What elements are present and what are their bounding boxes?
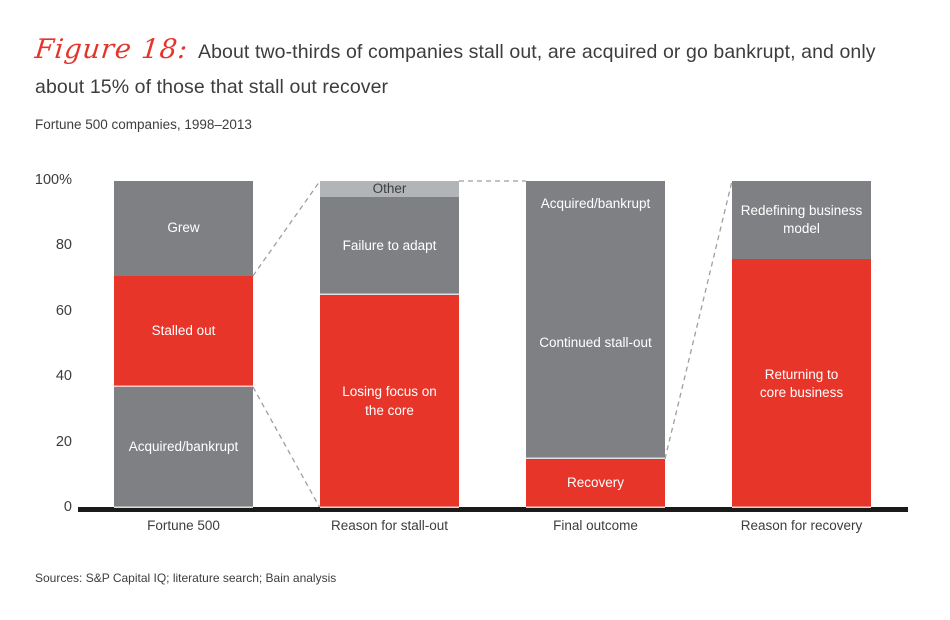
segment-label: Losing focus on the core — [342, 384, 437, 418]
bar-segment-other: Other — [320, 181, 459, 198]
x-axis-baseline — [78, 507, 908, 512]
segment-label: Redefining business model — [740, 203, 863, 237]
connector-line — [664, 180, 733, 460]
segment-label: Continued stall-out — [539, 334, 652, 350]
bar-segment-recovery: Recovery — [526, 458, 665, 508]
bar-segment-continued-stall-out: Continued stall-out — [526, 226, 665, 459]
segment-label: Failure to adapt — [342, 238, 437, 254]
segment-label: Grew — [167, 220, 200, 236]
x-axis-category-label: Reason for recovery — [740, 518, 863, 533]
y-axis-tick-label: 80 — [55, 237, 72, 254]
x-axis-category-label: Final outcome — [553, 518, 638, 533]
chart-subtitle: Fortune 500 companies, 1998–2013 — [35, 117, 252, 132]
y-axis-tick-label: 40 — [55, 368, 72, 385]
figure-title: About two-thirds of companies stall out,… — [35, 41, 876, 98]
bar-segment-grew: Grew — [114, 181, 253, 276]
connector-line — [252, 180, 321, 277]
bar-segment-redefining-business-model: Redefining business model — [732, 181, 871, 260]
bar-segment-stalled-out: Stalled out — [114, 275, 253, 387]
segment-label: Recovery — [566, 475, 625, 491]
y-axis-tick-label: 20 — [55, 433, 72, 450]
segment-label: Acquired/bankrupt — [540, 195, 651, 211]
sources-note: Sources: S&P Capital IQ; literature sear… — [35, 571, 337, 585]
x-axis-category-label: Reason for stall-out — [330, 518, 449, 533]
bar-segment-losing-focus-on-the-core: Losing focus on the core — [320, 295, 459, 508]
y-axis-tick-label: 0 — [63, 499, 72, 515]
segment-label: Returning to core business — [759, 366, 844, 400]
segment-label: Acquired/bankrupt — [128, 439, 239, 455]
x-axis-category-label: Fortune 500 — [147, 518, 220, 533]
segment-label: Stalled out — [151, 323, 216, 339]
bar-segment-returning-to-core-business: Returning to core business — [732, 259, 871, 508]
y-axis-tick-label: 100% — [34, 172, 72, 188]
bar-segment-failure-to-adapt: Failure to adapt — [320, 197, 459, 296]
figure-title-block: Figure 18: About two-thirds of companies … — [33, 28, 903, 103]
segment-label: Other — [372, 181, 407, 197]
y-axis-tick-label: 60 — [55, 302, 72, 319]
bar-segment-acquired-bankrupt: Acquired/bankrupt — [114, 387, 253, 508]
connector-line — [252, 386, 321, 509]
bar-segment-acquired-bankrupt: Acquired/bankrupt — [526, 181, 665, 227]
